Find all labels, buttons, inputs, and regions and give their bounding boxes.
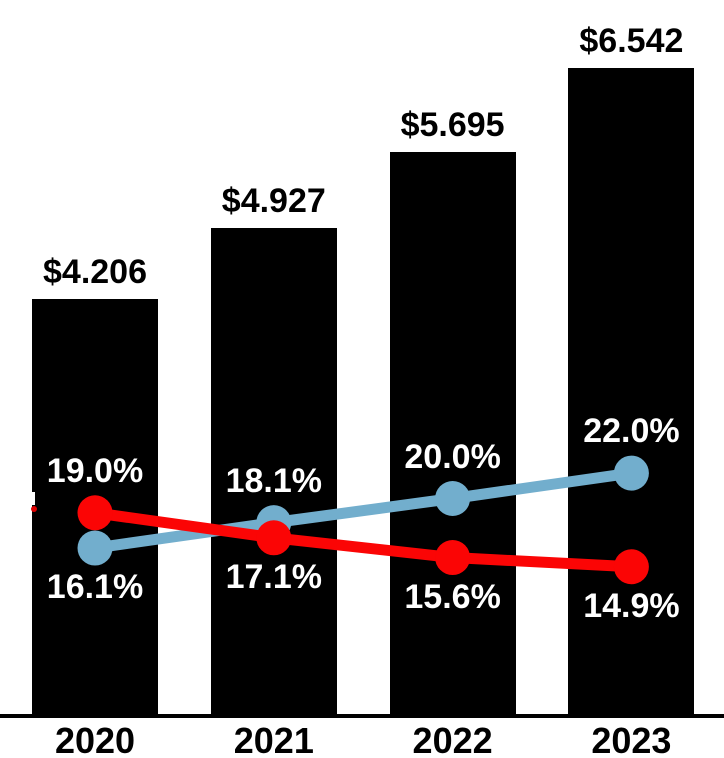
stray-mark-red bbox=[31, 506, 37, 512]
bar-2023 bbox=[568, 67, 695, 716]
blue-line-label-2021: 18.1% bbox=[225, 461, 322, 500]
blue-line-label-2023: 22.0% bbox=[583, 412, 680, 451]
x-tick-label-2023: 2023 bbox=[591, 720, 672, 758]
x-tick-label-2022: 2022 bbox=[412, 720, 493, 758]
stray-mark-white bbox=[31, 492, 35, 505]
red-line-label-2021: 17.1% bbox=[225, 557, 322, 596]
bar-value-label-2023: $6.542 bbox=[579, 21, 684, 60]
red-line-label-2020: 19.0% bbox=[46, 451, 144, 490]
blue-line-label-2022: 20.0% bbox=[404, 437, 501, 476]
bar-2020 bbox=[32, 299, 158, 716]
x-tick-label-2020: 2020 bbox=[54, 720, 136, 758]
blue-line-label-2020: 16.1% bbox=[46, 568, 144, 607]
x-tick-label-2021: 2021 bbox=[233, 720, 314, 758]
bar-value-label-2021: $4.927 bbox=[221, 181, 326, 220]
x-axis-line bbox=[0, 714, 724, 718]
bar-value-label-2020: $4.206 bbox=[43, 253, 147, 292]
red-line-label-2022: 15.6% bbox=[404, 577, 501, 616]
red-line-label-2023: 14.9% bbox=[583, 586, 680, 625]
bar-value-label-2022: $5.695 bbox=[400, 105, 505, 144]
bar-2022 bbox=[389, 151, 516, 716]
